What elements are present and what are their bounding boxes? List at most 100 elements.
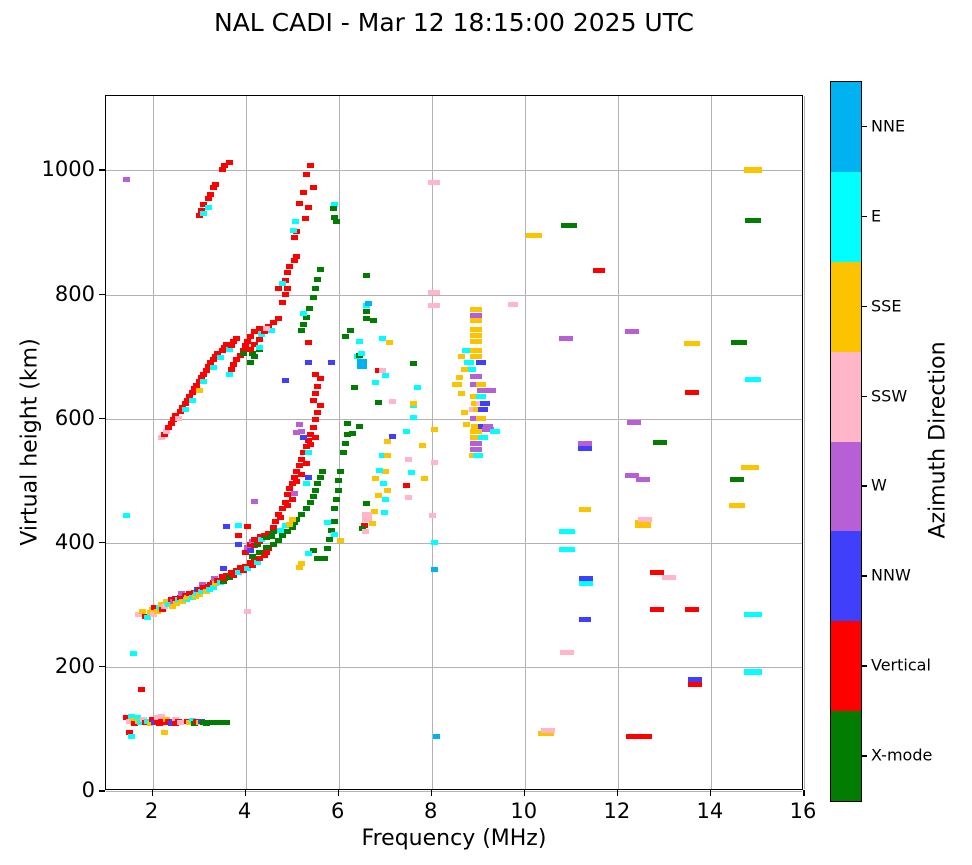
data-point xyxy=(176,720,184,726)
data-point xyxy=(263,535,271,541)
y-gridline xyxy=(106,294,802,296)
data-point xyxy=(216,355,224,361)
data-point xyxy=(409,360,417,366)
data-point xyxy=(309,295,317,301)
data-point xyxy=(186,591,194,597)
data-point xyxy=(125,729,133,735)
data-point xyxy=(281,378,289,384)
colorbar-label-vertical: Vertical xyxy=(871,655,931,675)
data-point xyxy=(123,512,131,518)
data-point xyxy=(418,443,426,449)
data-point xyxy=(258,332,266,338)
data-point xyxy=(300,434,308,440)
data-point xyxy=(153,608,161,614)
data-point xyxy=(318,468,326,474)
data-point xyxy=(195,378,203,384)
data-point xyxy=(328,360,336,366)
data-point xyxy=(146,721,154,727)
data-point xyxy=(283,529,291,535)
x-tick-label: 2 xyxy=(144,799,159,823)
data-point xyxy=(458,354,466,360)
y-gridline xyxy=(106,791,802,792)
y-tick-mark xyxy=(99,417,105,420)
data-point xyxy=(130,718,138,724)
data-point xyxy=(360,522,368,528)
colorbar-segment-sse xyxy=(831,261,861,352)
data-point xyxy=(316,375,324,381)
x-tick-mark xyxy=(803,790,805,796)
data-point xyxy=(476,388,489,394)
data-point xyxy=(293,468,301,474)
data-point xyxy=(579,576,594,582)
data-point xyxy=(432,733,440,739)
data-point xyxy=(508,302,519,307)
data-point xyxy=(300,189,308,195)
data-point xyxy=(307,431,315,437)
data-point xyxy=(225,346,233,352)
x-axis-label: Frequency (MHz) xyxy=(361,826,547,851)
data-point xyxy=(380,480,388,486)
x-gridline xyxy=(617,96,619,789)
data-point xyxy=(274,315,282,321)
data-point xyxy=(211,181,219,187)
data-point xyxy=(302,315,310,321)
data-point xyxy=(251,341,259,347)
data-point xyxy=(685,390,700,396)
data-point xyxy=(362,529,370,535)
data-point xyxy=(207,191,215,197)
data-point xyxy=(325,537,333,543)
data-point xyxy=(469,447,482,453)
data-point xyxy=(183,594,191,600)
data-point xyxy=(160,730,168,736)
data-point xyxy=(431,566,439,572)
data-point xyxy=(300,450,308,456)
data-point xyxy=(288,517,296,523)
data-point xyxy=(202,721,210,727)
data-point xyxy=(477,406,488,412)
data-point xyxy=(379,453,387,459)
data-point xyxy=(251,354,259,360)
y-tick-label: 200 xyxy=(54,653,95,678)
x-tick-label: 14 xyxy=(696,799,724,823)
data-point xyxy=(200,211,208,217)
data-point xyxy=(356,359,367,370)
x-tick-mark xyxy=(337,790,340,796)
data-point xyxy=(244,523,252,529)
data-point xyxy=(244,608,252,614)
data-point xyxy=(295,200,303,206)
data-point xyxy=(302,172,310,178)
data-point xyxy=(209,357,217,363)
data-point xyxy=(263,549,271,555)
data-point xyxy=(307,163,315,168)
data-point xyxy=(270,319,278,325)
data-point xyxy=(371,509,379,515)
data-point xyxy=(158,434,166,440)
x-gridline xyxy=(152,96,154,789)
data-point xyxy=(297,456,305,462)
data-point xyxy=(429,512,437,518)
data-point xyxy=(579,507,592,513)
data-point xyxy=(204,195,212,201)
data-point xyxy=(225,159,233,165)
data-point xyxy=(196,592,204,598)
data-point xyxy=(475,394,486,400)
data-point xyxy=(290,257,298,263)
data-point xyxy=(207,360,215,366)
data-point xyxy=(295,462,303,468)
y-tick-mark xyxy=(99,541,105,544)
colorbar-label-e: E xyxy=(871,206,882,226)
data-point xyxy=(153,715,161,721)
colorbar-label-sse: SSE xyxy=(871,296,902,316)
data-point xyxy=(469,326,482,332)
data-point xyxy=(173,601,181,607)
data-point xyxy=(283,491,291,497)
data-point xyxy=(537,731,554,737)
data-point xyxy=(627,419,642,425)
data-point xyxy=(482,423,493,429)
data-point xyxy=(149,612,157,618)
data-point xyxy=(290,475,298,481)
data-point xyxy=(302,481,310,487)
data-point xyxy=(200,584,208,590)
data-point xyxy=(186,393,194,399)
data-point xyxy=(302,506,310,512)
